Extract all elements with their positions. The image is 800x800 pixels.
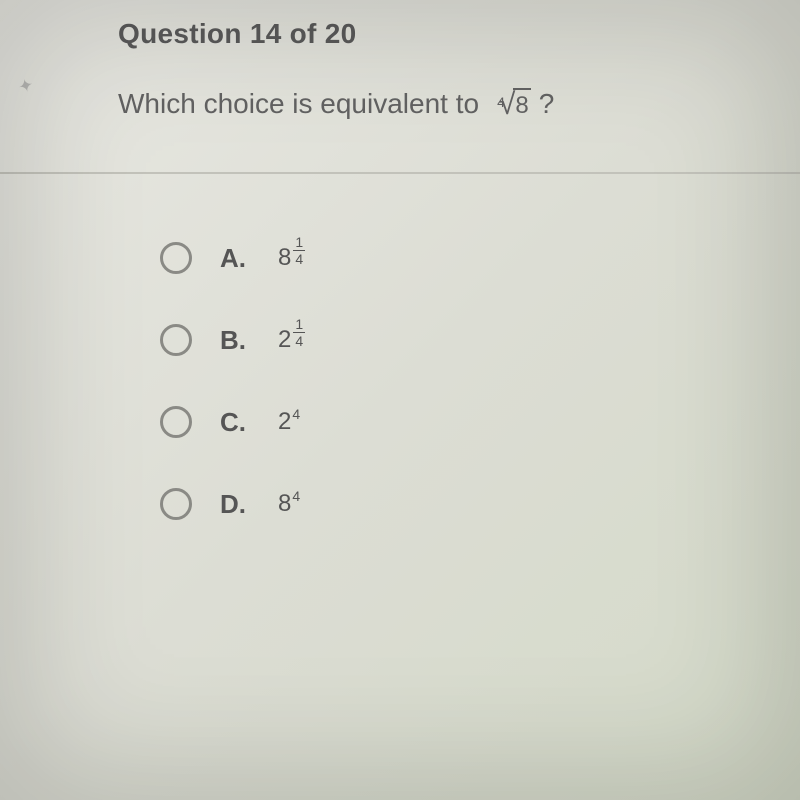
choice-d-letter: D. (220, 489, 250, 520)
radicand: 8 (513, 88, 530, 120)
choice-c-value: 2 4 (278, 408, 300, 436)
root-index: 4 (497, 94, 505, 110)
question-number-label: Question 14 of 20 (118, 18, 800, 50)
choice-d-value: 8 4 (278, 490, 300, 518)
choice-d[interactable]: D. 8 4 (160, 488, 800, 520)
choice-a-base: 8 (278, 244, 291, 272)
choice-b-letter: B. (220, 325, 250, 356)
choice-b-value: 2 1 4 (278, 325, 305, 356)
radio-b[interactable] (160, 324, 192, 356)
choice-c[interactable]: C. 2 4 (160, 406, 800, 438)
choice-a-value: 8 1 4 (278, 243, 305, 274)
choice-b-exponent: 1 4 (293, 317, 305, 348)
answer-choices: A. 8 1 4 B. 2 1 4 C. 2 4 D. (0, 174, 800, 520)
choice-d-base: 8 (278, 490, 291, 518)
choice-b-base: 2 (278, 326, 291, 354)
choice-a-exponent: 1 4 (293, 235, 305, 266)
choice-b[interactable]: B. 2 1 4 (160, 324, 800, 356)
choice-c-base: 2 (278, 408, 291, 436)
choice-d-exponent: 4 (292, 488, 300, 504)
choice-a[interactable]: A. 8 1 4 (160, 242, 800, 274)
radio-c[interactable] (160, 406, 192, 438)
question-mark: ? (539, 88, 555, 120)
question-prompt: Which choice is equivalent to 4 √ 8 ? (0, 50, 800, 120)
prompt-text: Which choice is equivalent to (118, 88, 479, 120)
choice-a-letter: A. (220, 243, 250, 274)
choice-c-letter: C. (220, 407, 250, 438)
radical-expression: 4 √ 8 (491, 88, 531, 120)
radio-d[interactable] (160, 488, 192, 520)
radio-a[interactable] (160, 242, 192, 274)
question-header: Question 14 of 20 (0, 0, 800, 50)
choice-c-exponent: 4 (292, 406, 300, 422)
